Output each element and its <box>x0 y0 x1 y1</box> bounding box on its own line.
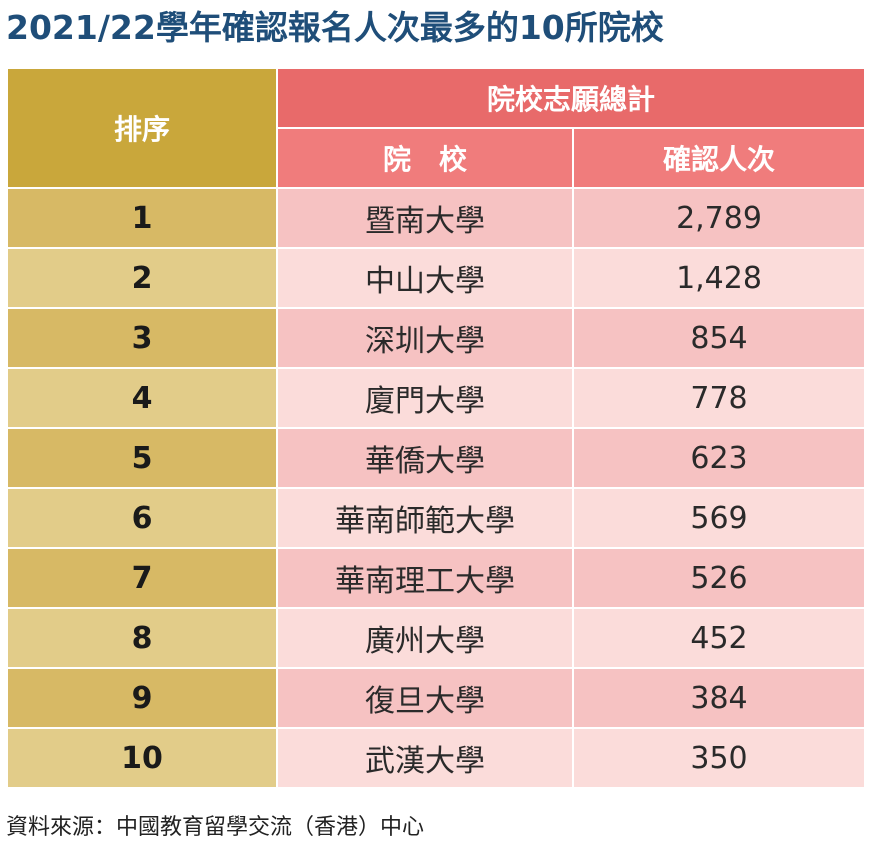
count-cell: 384 <box>571 667 867 729</box>
count-cell: 452 <box>571 607 867 669</box>
count-cell: 350 <box>571 727 867 789</box>
header-count: 確認人次 <box>571 127 867 189</box>
header-rank: 排序 <box>6 67 278 189</box>
school-cell: 華南師範大學 <box>276 487 574 549</box>
rank-cell: 6 <box>6 487 278 549</box>
school-cell: 暨南大學 <box>276 187 574 249</box>
table-body: 1 暨南大學 2,789 2 中山大學 1,428 3 深圳大學 854 4 廈門大學 778 5 華僑大… <box>6 187 867 789</box>
table-row: 7 華南理工大學 526 <box>6 547 867 609</box>
rank-cell: 2 <box>6 247 278 309</box>
table-row: 6 華南師範大學 569 <box>6 487 867 549</box>
school-cell: 華南理工大學 <box>276 547 574 609</box>
school-cell: 武漢大學 <box>276 727 574 789</box>
rank-cell: 10 <box>6 727 278 789</box>
header-school: 院 校 <box>276 127 574 189</box>
rank-cell: 1 <box>6 187 278 249</box>
school-cell: 深圳大學 <box>276 307 574 369</box>
ranking-table: 排序 院校志願總計 院 校 確認人次 1 暨南大學 2,789 2 中山大學 1,428 3… <box>6 67 867 789</box>
count-cell: 569 <box>571 487 867 549</box>
table-row: 8 廣州大學 452 <box>6 607 867 669</box>
school-cell: 廈門大學 <box>276 367 574 429</box>
rank-cell: 7 <box>6 547 278 609</box>
school-cell: 復旦大學 <box>276 667 574 729</box>
rank-cell: 8 <box>6 607 278 669</box>
rank-cell: 3 <box>6 307 278 369</box>
count-cell: 1,428 <box>571 247 867 309</box>
chart-title: 2021/22學年確認報名人次最多的10所院校 <box>6 8 664 47</box>
school-cell: 華僑大學 <box>276 427 574 489</box>
table-row: 5 華僑大學 623 <box>6 427 867 489</box>
source-note: 資料來源：中國教育留學交流（香港）中心 <box>6 815 425 840</box>
table-row: 9 復旦大學 384 <box>6 667 867 729</box>
rank-cell: 5 <box>6 427 278 489</box>
count-cell: 2,789 <box>571 187 867 249</box>
table-row: 2 中山大學 1,428 <box>6 247 867 309</box>
table-row: 1 暨南大學 2,789 <box>6 187 867 249</box>
count-cell: 623 <box>571 427 867 489</box>
count-cell: 778 <box>571 367 867 429</box>
rank-cell: 4 <box>6 367 278 429</box>
table-row: 10 武漢大學 350 <box>6 727 867 789</box>
rank-cell: 9 <box>6 667 278 729</box>
count-cell: 854 <box>571 307 867 369</box>
table-row: 4 廈門大學 778 <box>6 367 867 429</box>
header-group: 院校志願總計 <box>275 67 867 129</box>
school-cell: 廣州大學 <box>276 607 574 669</box>
table-row: 3 深圳大學 854 <box>6 307 867 369</box>
school-cell: 中山大學 <box>276 247 574 309</box>
count-cell: 526 <box>571 547 867 609</box>
